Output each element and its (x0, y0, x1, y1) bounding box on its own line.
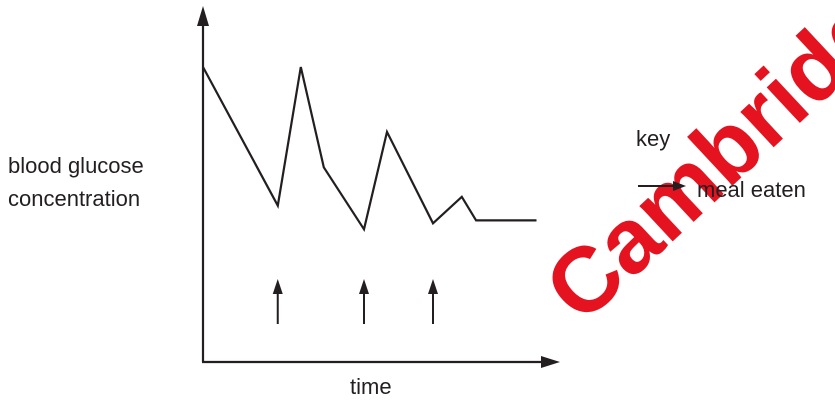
key-arrow-head (673, 181, 686, 191)
svg-text:Cambridge: Cambridge (526, 0, 835, 341)
y-axis-label-line-1: blood glucose (8, 153, 144, 178)
cambridge-watermark: Cambridge (526, 0, 835, 341)
legend-title: key (636, 126, 671, 151)
meal-arrow-head-1 (272, 279, 283, 294)
meal-arrow-head-2 (359, 279, 369, 294)
y-axis-arrowhead (197, 6, 209, 26)
x-axis-arrowhead (541, 356, 560, 368)
series-line-blood-glucose (202, 66, 537, 233)
x-axis-label: time (350, 374, 392, 399)
y-axis-label-line-2: concentration (8, 186, 141, 211)
meal-arrows (272, 279, 438, 324)
legend-entry-meal-eaten: meal eaten (697, 177, 806, 202)
meal-arrow-head-3 (428, 279, 438, 294)
